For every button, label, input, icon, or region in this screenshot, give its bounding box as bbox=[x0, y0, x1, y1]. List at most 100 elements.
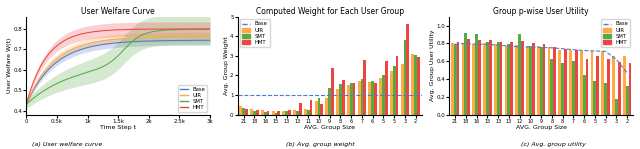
Bar bbox=[264, 112, 266, 115]
Bar bbox=[385, 61, 388, 115]
Bar bbox=[406, 24, 409, 115]
SMT bbox=[202, 28, 209, 30]
X-axis label: AVG. Group Size: AVG. Group Size bbox=[516, 125, 566, 130]
Base bbox=[494, 44, 502, 46]
Bar bbox=[299, 103, 301, 115]
Bar bbox=[310, 100, 312, 115]
Base bbox=[484, 43, 492, 45]
Bar bbox=[529, 46, 532, 115]
SMT bbox=[132, 38, 140, 40]
Bar bbox=[607, 59, 610, 115]
Bar bbox=[253, 111, 256, 115]
Bar bbox=[465, 33, 467, 115]
Title: Group p-wise User Utility: Group p-wise User Utility bbox=[493, 7, 589, 16]
Bar bbox=[548, 47, 550, 115]
Bar bbox=[245, 109, 248, 115]
SMT bbox=[206, 28, 214, 30]
SMT bbox=[122, 47, 129, 49]
HMT bbox=[202, 28, 209, 30]
Bar bbox=[461, 42, 465, 115]
Bar bbox=[243, 108, 245, 115]
UIR bbox=[109, 38, 117, 40]
Base bbox=[538, 46, 545, 48]
Base bbox=[623, 72, 631, 74]
Bar bbox=[261, 110, 264, 115]
Text: (a) User welfare curve: (a) User welfare curve bbox=[32, 142, 102, 147]
Bar bbox=[497, 42, 500, 115]
SMT bbox=[111, 58, 118, 60]
Base bbox=[132, 41, 140, 42]
Bar bbox=[304, 109, 307, 115]
Bar bbox=[331, 68, 334, 115]
Base bbox=[548, 47, 556, 49]
Bar bbox=[618, 62, 621, 115]
Bar bbox=[285, 111, 288, 115]
HMT bbox=[132, 28, 140, 30]
Base bbox=[111, 42, 118, 44]
Bar bbox=[532, 42, 534, 115]
Bar bbox=[412, 54, 414, 115]
Bar bbox=[454, 44, 456, 115]
Line: SMT: SMT bbox=[26, 29, 210, 104]
Base bbox=[516, 46, 524, 48]
Bar bbox=[451, 43, 454, 115]
Base bbox=[173, 40, 180, 41]
Bar bbox=[275, 113, 277, 115]
Bar bbox=[561, 63, 564, 115]
Title: User Welfare Curve: User Welfare Curve bbox=[81, 7, 155, 16]
Bar bbox=[293, 110, 296, 115]
Bar bbox=[572, 61, 575, 115]
Bar bbox=[508, 44, 510, 115]
Bar bbox=[526, 46, 529, 115]
Bar bbox=[593, 81, 596, 115]
Bar bbox=[472, 44, 476, 115]
Bar bbox=[256, 110, 259, 115]
HMT bbox=[109, 29, 117, 31]
Base bbox=[559, 48, 566, 50]
Bar bbox=[250, 109, 253, 115]
SMT bbox=[22, 104, 30, 105]
UIR bbox=[206, 36, 214, 38]
Bar bbox=[521, 41, 524, 115]
Bar bbox=[612, 56, 615, 115]
Bar bbox=[500, 42, 502, 115]
Bar bbox=[604, 83, 607, 115]
UIR bbox=[122, 38, 129, 39]
Bar bbox=[371, 81, 374, 115]
Bar bbox=[478, 40, 481, 115]
Bar bbox=[401, 64, 403, 115]
Bar bbox=[339, 84, 342, 115]
Bar bbox=[575, 50, 577, 115]
Y-axis label: Avg. Group User Utility: Avg. Group User Utility bbox=[430, 30, 435, 101]
Bar bbox=[476, 34, 478, 115]
Bar bbox=[580, 51, 583, 115]
Bar bbox=[602, 51, 604, 115]
Base bbox=[570, 49, 577, 51]
X-axis label: AVG. Group Size: AVG. Group Size bbox=[304, 125, 355, 130]
Bar bbox=[369, 82, 371, 115]
Legend: Base, UIR, SMT, HMT: Base, UIR, SMT, HMT bbox=[241, 19, 269, 47]
Bar bbox=[317, 98, 320, 115]
Line: HMT: HMT bbox=[26, 29, 210, 104]
Bar bbox=[336, 89, 339, 115]
Bar bbox=[347, 85, 349, 115]
Bar bbox=[626, 86, 628, 115]
HMT bbox=[122, 29, 129, 30]
Bar bbox=[550, 59, 554, 115]
Base bbox=[202, 39, 209, 41]
Legend: Base, UIR, SMT, HMT: Base, UIR, SMT, HMT bbox=[601, 19, 630, 47]
SMT bbox=[109, 59, 117, 61]
Text: (b) Avg. group weight: (b) Avg. group weight bbox=[285, 142, 355, 147]
Bar bbox=[353, 83, 355, 115]
Bar bbox=[315, 101, 317, 115]
Bar bbox=[623, 56, 626, 115]
Bar bbox=[272, 111, 275, 115]
UIR bbox=[132, 37, 140, 39]
Bar bbox=[564, 49, 567, 115]
Bar bbox=[543, 44, 545, 115]
Base bbox=[505, 45, 513, 47]
Bar bbox=[494, 44, 497, 115]
Bar bbox=[382, 75, 385, 115]
Bar bbox=[559, 50, 561, 115]
Base bbox=[462, 42, 470, 44]
